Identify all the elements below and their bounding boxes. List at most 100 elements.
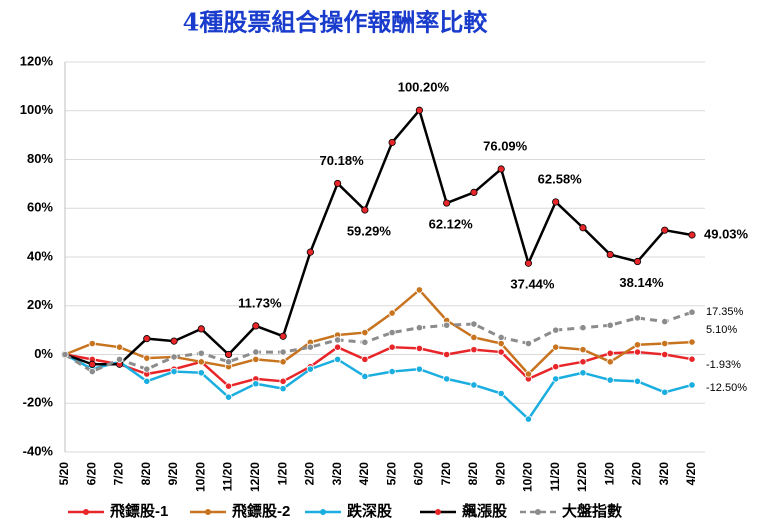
data-point [633,348,642,356]
legend-label: 跌深股 [347,502,393,520]
data-label: 11.73% [238,295,282,310]
legend-label: 大盤指數 [562,502,622,520]
data-point [279,385,287,393]
data-point [661,317,669,326]
x-tick-label: 10/20 [193,462,207,492]
data-point [361,338,369,346]
data-point [633,377,642,385]
data-point [497,348,505,356]
series-line [64,353,693,421]
data-point [606,250,614,259]
data-label: 62.58% [538,171,583,186]
x-tick-label: 1/20 [275,462,289,486]
legend-marker [535,509,541,515]
data-point [252,355,260,363]
y-tick-label: 60% [27,200,53,215]
data-point [497,165,505,173]
x-tick-label: 4/20 [684,462,698,486]
x-tick-label: 10/20 [521,462,535,492]
data-point [334,336,342,344]
data-point [552,363,560,371]
data-point [279,348,287,356]
data-point [252,322,260,330]
data-point [306,343,314,351]
data-point [443,350,451,359]
x-tick-label: 6/20 [412,462,426,486]
data-point [606,358,614,366]
data-point [470,333,478,342]
y-tick-label: 20% [27,297,53,312]
y-tick-label: 80% [27,151,53,166]
x-tick-label: 2/20 [303,462,317,486]
data-point [143,354,151,362]
data-point [470,381,478,389]
legend-marker [83,509,89,515]
data-point [524,259,533,267]
data-label: -1.93% [706,359,741,371]
data-point [443,199,451,207]
data-label: 17.35% [706,306,744,318]
data-point [661,226,669,234]
data-point [170,337,178,345]
data-point [224,350,233,359]
x-tick-label: 11/20 [221,462,235,492]
data-point [197,325,205,333]
data-point [443,321,451,329]
x-tick-label: 12/20 [248,462,262,492]
y-tick-label: 120% [20,53,54,68]
series-line [64,288,693,376]
data-point [688,355,696,363]
data-point [661,388,669,396]
data-point [606,349,614,357]
data-point [606,321,614,329]
y-tick-label: -40% [23,443,54,458]
data-point [61,350,69,359]
data-point [579,369,587,377]
x-tick-label: 4/20 [357,462,371,486]
data-point [470,320,478,328]
x-tick-label: 3/20 [330,462,344,486]
data-point [579,358,587,366]
series-line [64,109,693,366]
data-point [579,224,587,232]
data-point [388,343,396,351]
data-point [415,344,423,353]
data-point [633,341,642,349]
series-line [64,345,693,388]
x-tick-label: 12/20 [575,462,589,492]
data-point [334,343,342,351]
data-point [170,353,178,361]
data-point [415,286,423,294]
data-label: 49.03% [704,226,749,241]
x-tick-label: 1/20 [602,462,616,486]
data-point [688,308,696,316]
data-label: -12.50% [706,382,747,394]
data-point [388,367,396,376]
x-tick-label: 2/20 [630,462,644,486]
data-point [552,375,560,383]
data-point [688,231,696,239]
x-tick-label: 9/20 [166,462,180,486]
data-point [115,343,124,351]
x-tick-label: 7/20 [439,462,453,486]
chart-title: 4種股票組合操作報酬率比較 [183,8,489,37]
data-point [170,367,178,376]
data-point [415,324,423,332]
data-point [524,415,533,423]
x-tick-label: 11/20 [548,462,562,492]
y-tick-label: -20% [23,395,54,410]
legend-marker [435,509,441,515]
data-label: 59.29% [347,223,392,238]
series-line [64,310,693,374]
data-point [470,188,478,197]
y-tick-label: 40% [27,248,53,263]
data-point [361,206,369,214]
legend-marker [205,509,211,515]
data-point [306,365,314,373]
data-label: 5.10% [706,324,737,336]
data-point [415,106,423,114]
legend-marker [320,509,326,515]
data-point [388,309,396,317]
data-point [633,314,642,322]
